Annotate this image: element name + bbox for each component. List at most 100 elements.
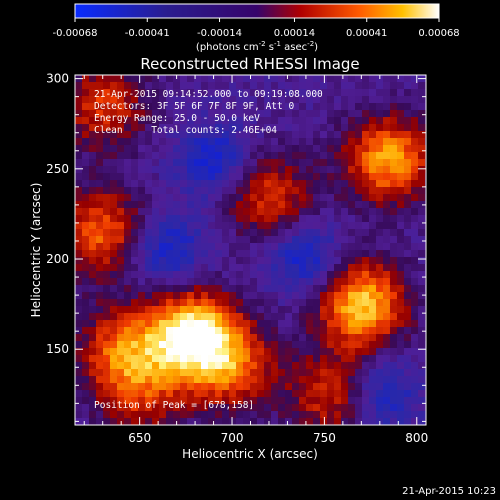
heatmap-cell — [229, 194, 236, 201]
heatmap-cell — [376, 299, 383, 306]
heatmap-cell — [397, 278, 404, 285]
heatmap-cell — [187, 166, 194, 173]
heatmap-cell — [82, 285, 89, 292]
heatmap-cell — [117, 152, 124, 159]
heatmap-cell — [145, 383, 152, 390]
heatmap-cell — [82, 306, 89, 313]
heatmap-cell — [397, 145, 404, 152]
heatmap-cell — [208, 229, 215, 236]
heatmap-cell — [117, 355, 124, 362]
heatmap-cell — [355, 327, 362, 334]
heatmap-cell — [271, 173, 278, 180]
heatmap-cell — [362, 250, 369, 257]
heatmap-cell — [152, 418, 159, 425]
heatmap-cell — [222, 334, 229, 341]
heatmap-cell — [180, 187, 187, 194]
heatmap-cell — [75, 166, 82, 173]
heatmap-cell — [348, 208, 355, 215]
heatmap-cell — [264, 131, 271, 138]
annotation-detectors: Detectors: 3F 5F 6F 7F 8F 9F, Att 0 — [94, 101, 294, 112]
heatmap-cell — [285, 180, 292, 187]
heatmap-cell — [138, 145, 145, 152]
heatmap-cell — [124, 194, 131, 201]
heatmap-cell — [320, 292, 327, 299]
heatmap-cell — [334, 299, 341, 306]
heatmap-cell — [229, 236, 236, 243]
heatmap-cell — [152, 124, 159, 131]
heatmap-cell — [404, 313, 411, 320]
heatmap-cell — [124, 355, 131, 362]
heatmap-cell — [250, 229, 257, 236]
heatmap-cell — [208, 369, 215, 376]
heatmap-cell — [173, 299, 180, 306]
heatmap-cell — [124, 145, 131, 152]
heatmap-cell — [306, 292, 313, 299]
heatmap-cell — [82, 110, 89, 117]
heatmap-cell — [334, 187, 341, 194]
heatmap-cell — [264, 376, 271, 383]
heatmap-cell — [306, 257, 313, 264]
heatmap-cell — [152, 201, 159, 208]
heatmap-cell — [180, 355, 187, 362]
heatmap-cell — [124, 117, 131, 124]
heatmap-cell — [166, 96, 173, 103]
heatmap-cell — [376, 173, 383, 180]
heatmap-cell — [369, 236, 376, 243]
heatmap-cell — [124, 89, 131, 96]
heatmap-cell — [250, 390, 257, 397]
heatmap-cell — [194, 194, 201, 201]
heatmap-cell — [82, 327, 89, 334]
heatmap-cell — [215, 201, 222, 208]
heatmap-cell — [152, 110, 159, 117]
heatmap-cell — [236, 383, 243, 390]
heatmap-cell — [229, 320, 236, 327]
heatmap-cell — [264, 362, 271, 369]
heatmap-cell — [418, 152, 425, 159]
heatmap-cell — [222, 397, 229, 404]
heatmap-cell — [313, 89, 320, 96]
heatmap-cell — [397, 327, 404, 334]
heatmap-cell — [110, 334, 117, 341]
heatmap-cell — [313, 159, 320, 166]
heatmap-cell — [187, 145, 194, 152]
heatmap-cell — [173, 236, 180, 243]
heatmap-cell — [264, 383, 271, 390]
heatmap-cell — [369, 306, 376, 313]
heatmap-cell — [236, 299, 243, 306]
heatmap-cell — [369, 411, 376, 418]
heatmap-cell — [292, 208, 299, 215]
heatmap-image — [75, 75, 426, 425]
heatmap-cell — [264, 208, 271, 215]
heatmap-cell — [390, 264, 397, 271]
heatmap-cell — [362, 159, 369, 166]
heatmap-cell — [397, 236, 404, 243]
colorbar — [74, 3, 440, 19]
heatmap-cell — [383, 362, 390, 369]
heatmap-cell — [411, 264, 418, 271]
heatmap-cell — [138, 166, 145, 173]
heatmap-cell — [313, 320, 320, 327]
heatmap-cell — [187, 404, 194, 411]
heatmap-cell — [299, 327, 306, 334]
heatmap-cell — [166, 89, 173, 96]
heatmap-cell — [110, 215, 117, 222]
heatmap-cell — [362, 152, 369, 159]
heatmap-cell — [257, 173, 264, 180]
heatmap-cell — [418, 362, 425, 369]
heatmap-cell — [292, 215, 299, 222]
heatmap-cell — [215, 159, 222, 166]
heatmap-cell — [355, 236, 362, 243]
heatmap-cell — [110, 390, 117, 397]
heatmap-cell — [320, 89, 327, 96]
heatmap-cell — [208, 222, 215, 229]
heatmap-cell — [404, 362, 411, 369]
heatmap-cell — [138, 320, 145, 327]
heatmap-cell — [173, 131, 180, 138]
heatmap-cell — [75, 313, 82, 320]
heatmap-cell — [201, 236, 208, 243]
heatmap-cell — [362, 166, 369, 173]
heatmap-cell — [418, 194, 425, 201]
heatmap-cell — [355, 390, 362, 397]
heatmap-cell — [103, 138, 110, 145]
heatmap-cell — [110, 320, 117, 327]
